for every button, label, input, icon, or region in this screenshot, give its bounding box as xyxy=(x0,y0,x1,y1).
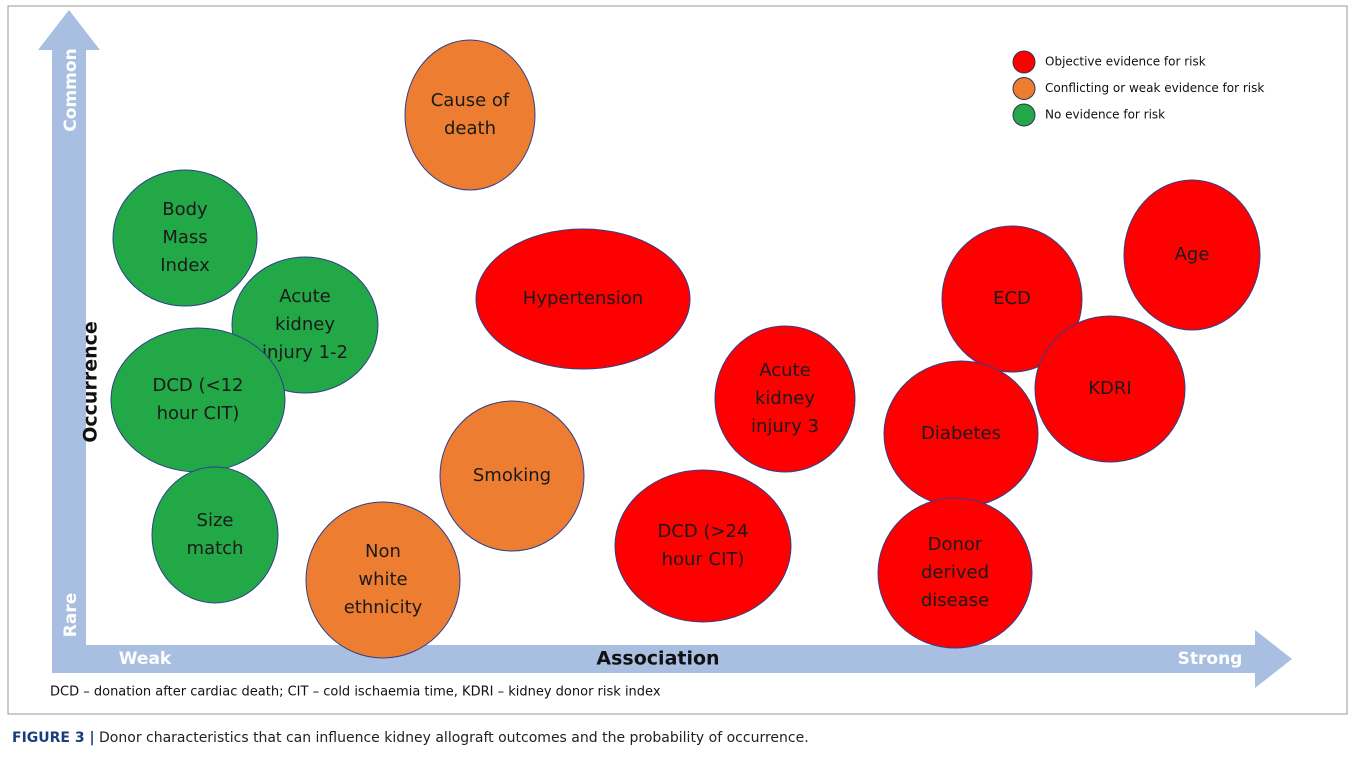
node-label: Acute xyxy=(759,360,810,381)
node-label: white xyxy=(358,569,407,590)
node-label: disease xyxy=(921,590,989,611)
y-high: Common xyxy=(61,48,81,131)
node-label: DCD (<12 xyxy=(152,375,243,396)
node-label: Non xyxy=(365,541,401,562)
node-label: Age xyxy=(1175,244,1210,265)
nodes: Cause of death Body Mass Index Acute kidney inj… xyxy=(110,39,1261,659)
node-label: Acute xyxy=(279,286,330,307)
legend-label: No evidence for risk xyxy=(1045,108,1165,122)
node-ellipse xyxy=(404,39,536,191)
x-low: Weak xyxy=(119,649,172,669)
node-label: Mass xyxy=(162,227,207,248)
node-label: kidney xyxy=(275,314,335,335)
legend-swatch xyxy=(1012,77,1036,100)
node-ellipse xyxy=(305,501,461,659)
legend-swatch xyxy=(1012,103,1036,127)
node-ellipse xyxy=(1123,179,1261,331)
node-label: ethnicity xyxy=(344,597,423,618)
node-ellipse xyxy=(877,497,1033,649)
y-axis-arrow xyxy=(38,10,100,673)
legend-label: Conflicting or weak evidence for risk xyxy=(1045,81,1264,95)
node-ellipse xyxy=(112,169,258,307)
legend: Objective evidence for risk Conflicting o… xyxy=(1012,50,1264,127)
node-label: Index xyxy=(160,255,210,276)
node-label: match xyxy=(187,538,244,559)
legend-label: Objective evidence for risk xyxy=(1045,55,1206,69)
node-ellipse xyxy=(151,466,279,604)
node-label: Diabetes xyxy=(921,423,1001,444)
node-label: Donor xyxy=(928,534,983,555)
legend-swatch xyxy=(1012,50,1036,74)
node-label: Smoking xyxy=(473,465,551,486)
node-ellipse xyxy=(475,228,691,370)
node-ellipse xyxy=(1034,315,1186,463)
node-label: Body xyxy=(162,199,208,220)
frame xyxy=(7,5,1348,715)
y-label: Occurrence xyxy=(80,321,102,443)
x-axis-arrow xyxy=(52,630,1292,688)
x-label: Association xyxy=(596,648,719,670)
node-ellipse xyxy=(714,325,856,473)
node-label: injury 3 xyxy=(751,416,819,437)
node-label: kidney xyxy=(755,388,815,409)
x-high: Strong xyxy=(1178,649,1243,669)
node-ellipse xyxy=(941,225,1083,373)
node-label: hour CIT) xyxy=(157,403,240,424)
node-label: KDRI xyxy=(1088,378,1131,399)
node-ellipse xyxy=(614,469,792,623)
node-label: Size xyxy=(197,510,234,531)
node-label: Hypertension xyxy=(523,288,643,309)
node-label: injury 1-2 xyxy=(262,342,348,363)
node-label: Cause of xyxy=(431,90,510,111)
node-label: ECD xyxy=(993,288,1031,309)
y-low: Rare xyxy=(61,593,81,637)
node-label: derived xyxy=(921,562,989,583)
node-ellipse xyxy=(439,400,585,552)
caption-label: FIGURE 3 | xyxy=(12,730,95,746)
footnote: DCD – donation after cardiac death; CIT … xyxy=(50,685,661,700)
node-label: death xyxy=(444,118,496,139)
node-label: hour CIT) xyxy=(662,549,745,570)
caption-text: Donor characteristics that can influence… xyxy=(95,730,809,746)
caption: FIGURE 3 | Donor characteristics that ca… xyxy=(12,730,809,746)
node-ellipse xyxy=(110,327,286,473)
node-label: DCD (>24 xyxy=(657,521,748,542)
